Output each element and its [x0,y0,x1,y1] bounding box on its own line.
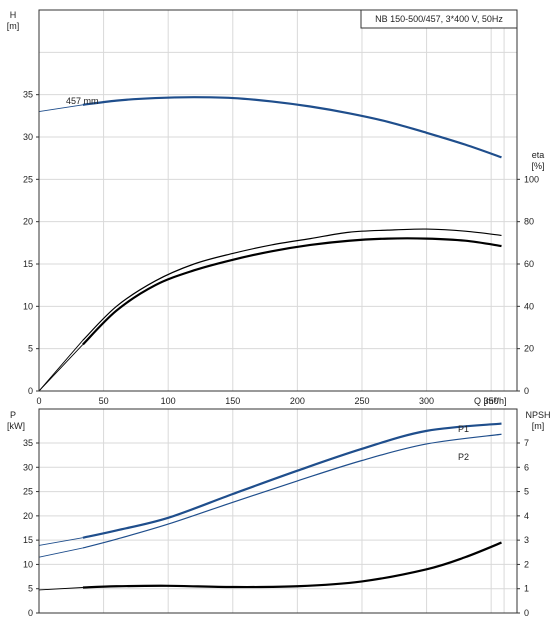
y-right-tick-label: 6 [524,462,529,472]
y-left-tick-label: 35 [23,90,33,100]
x-tick-label: 300 [419,396,434,406]
x-axis-label: Q [m³/h] [474,396,507,406]
y-left-tick-label: 5 [28,344,33,354]
series-line-457-mm [82,96,502,159]
y-left-tick-label: 25 [23,174,33,184]
x-tick-label: 350 [484,396,499,406]
curve-extension [38,344,84,392]
y-right-tick-label: 4 [524,511,529,521]
y-left-tick-label: 35 [23,438,33,448]
y-right-tick-label: 1 [524,584,529,594]
y-left-tick-label: 15 [23,259,33,269]
y-left-tick-label: 25 [23,487,33,497]
x-tick-label: 50 [99,396,109,406]
top-left-axis-label-line2: [m] [7,21,20,31]
x-tick-label: 150 [225,396,240,406]
chart-title: NB 150-500/457, 3*400 V, 50Hz [375,14,503,24]
y-right-tick-label: 40 [524,301,534,311]
y-left-tick-label: 30 [23,462,33,472]
x-tick-label: 200 [290,396,305,406]
series-line-efficiency-1 [82,237,502,346]
p2-label: P2 [458,452,469,462]
bottom-plot-frame [38,408,518,614]
y-right-tick-label: 60 [524,259,534,269]
title-box [360,9,518,29]
bottom-right-axis-label-line2: [m] [532,421,545,431]
curve-extension [38,537,84,546]
y-right-tick-label: 100 [524,174,539,184]
top-right-axis-label-line2: [%] [531,161,544,171]
y-right-tick-label: 5 [524,487,529,497]
y-left-tick-label: 30 [23,132,33,142]
bottom-tick-labels: 0 5 10 15 20 25 30 35 0 1 2 3 4 5 6 7 [23,438,529,618]
y-left-tick-label: 10 [23,301,33,311]
y-left-tick-label: 20 [23,217,33,227]
curve-extension [38,104,83,113]
y-right-tick-label: 2 [524,559,529,569]
series-line-p2 [82,433,502,549]
y-left-tick-label: 20 [23,511,33,521]
series-line-efficiency-2 [82,228,502,341]
bottom-left-axis-label-line1: P [10,410,16,420]
bottom-grid [39,409,517,613]
series-line-npsh [82,541,502,589]
bottom-panel: 0 5 10 15 20 25 30 35 0 1 2 3 4 5 6 7 P [kW] NPSH [m] P… [7,408,551,618]
y-right-tick-label: 80 [524,217,534,227]
bottom-right-axis-label-line1: NPSH [525,410,550,420]
bottom-curves [38,422,502,591]
impeller-label: 457 mm [66,96,99,106]
y-left-tick-label: 0 [28,386,33,396]
x-tick-label: 250 [354,396,369,406]
x-tick-label: 0 [36,396,41,406]
curve-extension [38,587,83,591]
curve-extension [38,547,84,558]
x-tick-label: 100 [161,396,176,406]
top-curves [38,96,502,392]
y-left-tick-label: 5 [28,584,33,594]
top-plot-frame [38,9,518,392]
top-left-axis-label-line1: H [10,10,17,20]
y-right-tick-label: 20 [524,344,534,354]
y-left-tick-label: 10 [23,559,33,569]
bottom-left-axis-label-line2: [kW] [7,421,25,431]
top-right-axis-label-line1: eta [532,150,545,160]
curve-extension [38,339,84,392]
p1-label: P1 [458,424,469,434]
y-right-tick-label: 3 [524,535,529,545]
series-line-p1 [82,422,502,539]
y-right-tick-label: 0 [524,386,529,396]
y-left-tick-label: 15 [23,535,33,545]
top-grid [39,10,517,391]
y-right-tick-label: 7 [524,438,529,448]
y-left-tick-label: 0 [28,608,33,618]
y-right-tick-label: 0 [524,608,529,618]
